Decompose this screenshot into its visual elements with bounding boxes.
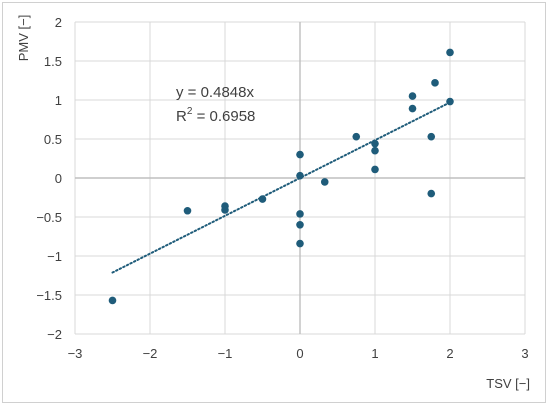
x-tick-label: 0 (296, 346, 303, 361)
data-point (296, 210, 304, 218)
data-point (183, 206, 192, 215)
data-point (221, 206, 229, 214)
trendline-group (111, 101, 451, 274)
y-tick-label: 0.5 (44, 132, 62, 147)
data-point (296, 221, 304, 229)
data-point (296, 150, 304, 159)
data-point (371, 139, 379, 148)
data-point (352, 132, 361, 141)
data-point (108, 296, 117, 305)
data-point (371, 165, 379, 174)
data-point (296, 171, 304, 180)
x-tick-label: 1 (371, 346, 378, 361)
x-axis-title: TSV [−] (486, 376, 530, 391)
data-point (320, 178, 329, 186)
trendline (111, 101, 451, 274)
r-squared-value: = 0.6958 (192, 108, 255, 125)
x-tick-label: 2 (446, 346, 453, 361)
y-tick-label: −2 (47, 327, 62, 342)
x-tick-label: −1 (218, 346, 233, 361)
r-squared-superscript: 2 (187, 106, 193, 117)
data-point (446, 48, 454, 57)
x-tick-label: −3 (68, 346, 83, 361)
chart-area (2, 2, 546, 403)
data-point (408, 104, 417, 113)
data-point (427, 132, 436, 141)
y-tick-label: 0 (55, 171, 62, 186)
trendline-equation: y = 0.4848x (176, 84, 254, 101)
y-tick-label: 1.5 (44, 54, 62, 69)
data-point (446, 97, 454, 106)
x-tick-label: −2 (143, 346, 158, 361)
y-tick-label: 2 (55, 15, 62, 30)
y-tick-label: 1 (55, 93, 62, 108)
x-tick-label: 3 (521, 346, 528, 361)
data-point (296, 239, 304, 248)
data-point (258, 195, 267, 203)
data-point (431, 79, 439, 87)
data-points (108, 48, 454, 305)
y-tick-label: −0.5 (36, 210, 62, 225)
y-tick-label: −1 (47, 249, 62, 264)
data-point (427, 189, 436, 198)
r-squared-label: R2 = 0.6958 (176, 106, 255, 125)
data-point (371, 146, 379, 155)
data-point (408, 92, 417, 100)
tick-labels: −3 −2 −1 0 1 2 3 −2 −1.5 −1 −0.5 0 0.5 1 1.5 2 (36, 15, 528, 361)
y-axis-title: PMV [−] (16, 15, 31, 62)
r-squared-letter: R (176, 108, 187, 125)
y-tick-label: −1.5 (36, 288, 62, 303)
